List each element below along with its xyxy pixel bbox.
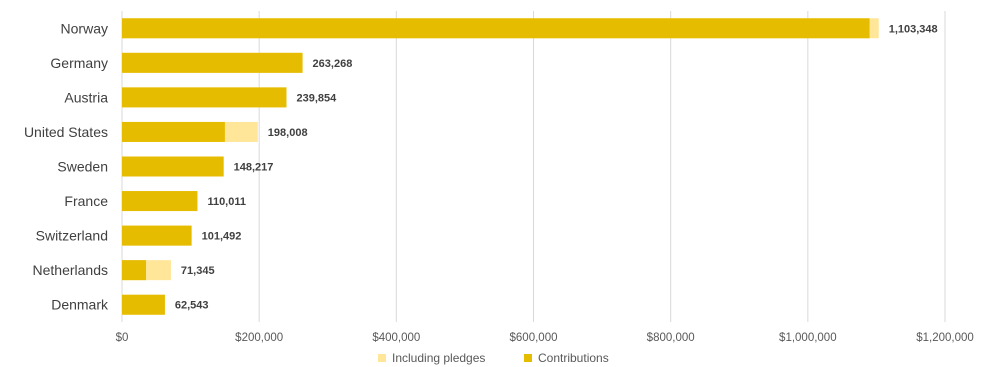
- bars: [122, 18, 879, 315]
- bar-contributions: [122, 260, 147, 281]
- x-tick-label: $0: [116, 332, 129, 344]
- category-label: Denmark: [51, 297, 109, 313]
- data-label: 1,103,348: [889, 23, 938, 35]
- bar-contributions: [122, 156, 224, 177]
- category-label: United States: [24, 124, 108, 140]
- category-label: France: [64, 193, 108, 209]
- bar-contributions: [122, 294, 165, 315]
- data-label: 148,217: [234, 162, 274, 174]
- bar-contributions: [122, 191, 198, 212]
- data-label: 62,543: [175, 300, 209, 312]
- x-tick-label: $1,000,000: [779, 332, 837, 344]
- x-tick-label: $1,200,000: [916, 332, 974, 344]
- category-label: Netherlands: [33, 262, 109, 278]
- x-tick-label: $200,000: [235, 332, 283, 344]
- data-label: 198,008: [268, 127, 308, 139]
- bar-contributions: [122, 18, 870, 39]
- category-label: Norway: [61, 20, 108, 36]
- x-tick-label: $800,000: [647, 332, 695, 344]
- legend-label-contributions: Contributions: [538, 351, 609, 365]
- data-label: 239,854: [296, 92, 337, 104]
- data-label: 110,011: [207, 196, 246, 208]
- legend-swatch-including-pledges: [378, 354, 386, 362]
- category-label: Switzerland: [36, 228, 108, 244]
- data-label: 71,345: [181, 265, 215, 277]
- category-label: Germany: [50, 55, 108, 71]
- legend: Including pledges Contributions: [378, 351, 609, 365]
- bar-contributions: [122, 87, 287, 108]
- bar-contributions: [122, 121, 225, 142]
- bar-contributions: [122, 52, 303, 73]
- bar-contributions: [122, 225, 192, 246]
- x-tick-label: $600,000: [510, 332, 558, 344]
- category-label: Austria: [64, 89, 108, 105]
- labels: $0 $200,000 $400,000 $600,000 $800,000 $1,000…: [24, 20, 974, 344]
- data-label: 263,268: [313, 58, 353, 70]
- x-tick-label: $400,000: [372, 332, 420, 344]
- category-label: Sweden: [57, 159, 108, 175]
- legend-label-including-pledges: Including pledges: [392, 351, 485, 365]
- legend-swatch-contributions: [524, 354, 532, 362]
- data-label: 101,492: [202, 231, 242, 243]
